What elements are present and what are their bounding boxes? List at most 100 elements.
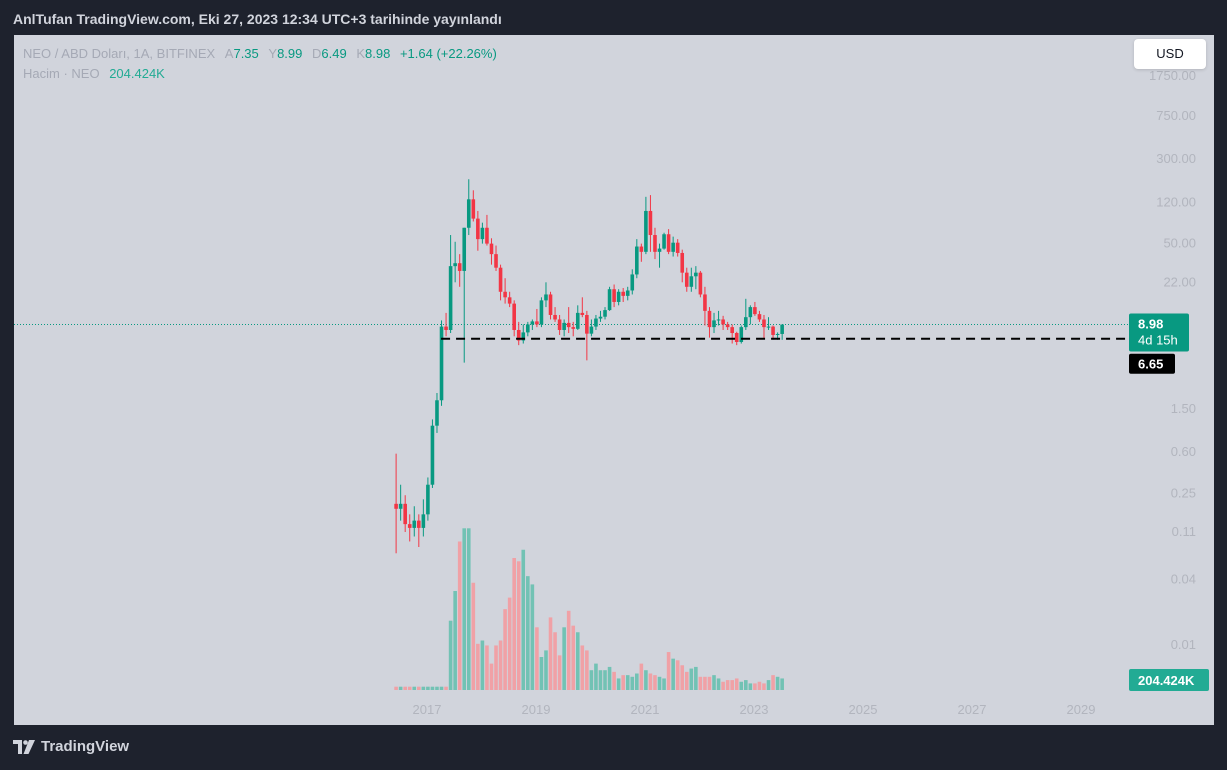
candle-body	[394, 503, 398, 509]
last-price-badge	[1129, 313, 1189, 352]
volume-bar	[526, 576, 530, 690]
volume-bar	[598, 670, 603, 690]
support-line-label: 6.65	[1138, 357, 1163, 372]
volume-bar	[507, 597, 512, 690]
candle-body	[503, 291, 507, 298]
close-value: 8.98	[365, 46, 391, 61]
y-axis-tick-label: 1750.00	[1149, 68, 1196, 83]
volume-bar	[457, 541, 462, 690]
volume-bar	[521, 549, 526, 690]
volume-bar	[448, 620, 453, 690]
volume-bar	[530, 584, 535, 690]
candle-body	[612, 289, 616, 302]
volume-bar	[689, 668, 694, 690]
volume-bar	[639, 663, 644, 690]
candle-body	[448, 266, 453, 330]
candle-body	[548, 294, 553, 315]
candle-body	[498, 267, 503, 292]
candle-body	[734, 333, 739, 342]
volume-bar	[757, 681, 762, 690]
volume-bar	[662, 678, 666, 690]
candle-body	[466, 199, 471, 228]
volume-bar	[607, 666, 612, 690]
candle-body	[725, 324, 730, 328]
candle-body	[780, 324, 784, 334]
candle-body	[557, 319, 562, 330]
candle-body	[471, 199, 476, 219]
candle-body	[589, 326, 594, 334]
volume-bar	[712, 675, 716, 690]
volume-bar	[476, 643, 480, 690]
candle-body	[648, 210, 653, 236]
candle-body	[512, 303, 516, 330]
volume-bar	[485, 645, 489, 690]
volume-bar	[539, 657, 544, 690]
volume-legend-value: 204.424K	[109, 66, 165, 81]
candle-body	[544, 294, 548, 301]
volume-bar	[725, 680, 730, 690]
volume-bar	[494, 645, 498, 690]
candle-body	[462, 227, 467, 271]
y-axis-tick-label: 50.00	[1163, 236, 1196, 251]
chart-panel[interactable]: 1750.00 750.00 300.00 120.00 50.00 22.00 1.50 0…	[14, 35, 1214, 725]
candle-body	[675, 242, 680, 253]
candle-body	[762, 319, 766, 328]
candle-body	[703, 294, 707, 311]
x-axis-tick-label: 2023	[740, 702, 769, 717]
candle-body	[644, 210, 648, 252]
candle-body	[594, 318, 598, 327]
tradingview-logo[interactable]: TradingView	[13, 738, 129, 755]
candle-body	[662, 234, 666, 249]
volume-bar	[421, 686, 426, 690]
candle-body	[453, 263, 457, 267]
candle-body	[616, 291, 621, 302]
candle-body	[603, 310, 607, 317]
price-chart[interactable]: 1750.00 750.00 300.00 120.00 50.00 22.00 1.50 0…	[14, 35, 1214, 725]
volume-bar	[412, 686, 417, 690]
volume-bar	[671, 658, 675, 690]
volume-bar	[666, 652, 671, 690]
candle-body	[435, 400, 439, 426]
y-axis-tick-label: 750.00	[1156, 108, 1196, 123]
y-axis-tick-label: 300.00	[1156, 151, 1196, 166]
volume-bar	[730, 680, 734, 690]
volume-bar	[721, 681, 725, 690]
y-axis-tick-label: 0.25	[1171, 485, 1196, 500]
candle-body	[712, 320, 716, 328]
candle-body	[698, 272, 703, 295]
candle-body	[444, 326, 448, 330]
volume-bar	[762, 683, 766, 690]
volume-bar	[480, 640, 485, 690]
volume-legend-label[interactable]: Hacim · NEO	[23, 66, 100, 81]
y-axis-tick-label: 0.04	[1171, 572, 1196, 587]
volume-bar	[589, 670, 594, 690]
candle-body	[580, 312, 585, 315]
volume-bar	[575, 632, 580, 690]
candle-body	[748, 307, 753, 318]
close-key: K	[356, 46, 366, 61]
volume-bar	[766, 680, 771, 690]
x-axis-tick-label: 2021	[631, 702, 660, 717]
candle-body	[480, 227, 485, 240]
x-axis-tick-label: 2027	[958, 702, 987, 717]
low-value: 6.49	[321, 46, 347, 61]
volume-bar	[775, 676, 780, 690]
candle-body	[657, 248, 662, 252]
candle-body	[707, 310, 712, 328]
currency-button[interactable]: USD	[1134, 39, 1206, 69]
volume-bar	[403, 686, 407, 690]
volume-bar	[439, 686, 444, 690]
volume-bar	[748, 683, 753, 690]
high-value: 8.99	[277, 46, 303, 61]
volume-bar	[771, 675, 775, 690]
symbol-label[interactable]: NEO / ABD Doları, 1A, BITFINEX	[23, 46, 216, 61]
candle-body	[730, 327, 734, 334]
candle-body	[521, 332, 526, 341]
volume-bar	[616, 678, 621, 690]
tradingview-logo-icon	[13, 739, 35, 754]
volume-bar	[657, 676, 662, 690]
change-value: +1.64 (+22.26%)	[399, 46, 497, 61]
volume-bar	[553, 632, 557, 690]
volume-bar	[417, 686, 421, 690]
open-key: A	[224, 46, 234, 61]
